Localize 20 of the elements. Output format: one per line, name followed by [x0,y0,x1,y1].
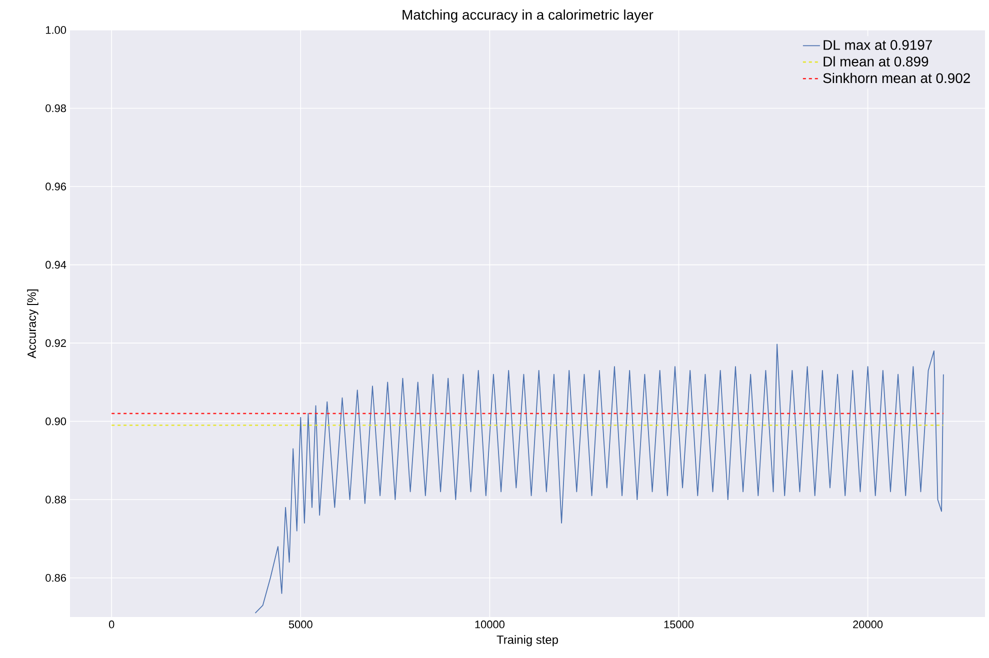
x-tick-label: 0 [108,620,114,628]
legend-label: Sinkhorn mean at 0.902 [823,72,970,84]
y-tick-label: 0.94 [46,260,66,269]
x-tick-label: 10000 [475,620,504,628]
legend-label: DL max at 0.9197 [824,40,932,50]
y-tick-label: 0.98 [46,104,66,112]
y-tick-label: 0.96 [46,182,66,190]
y-tick-label: 0.88 [46,496,66,504]
chart-title: Matching accuracy in a calorimetric layer [402,9,654,22]
y-tick-label: 1.00 [46,26,66,34]
line-series [254,344,944,614]
y-tick-label: 0.86 [46,574,66,582]
y-tick-label: 0.92 [46,339,66,347]
x-tick-label: 15000 [664,620,694,628]
y-axis-title: Accuracy [%] [27,289,38,358]
x-axis-title: Trainig step [496,635,558,646]
x-tick-label: 20000 [853,620,883,628]
legend-label: Dl mean at 0.899 [824,56,928,67]
x-tick-label: 5000 [288,620,312,628]
y-tick-label: 0.90 [46,417,66,426]
